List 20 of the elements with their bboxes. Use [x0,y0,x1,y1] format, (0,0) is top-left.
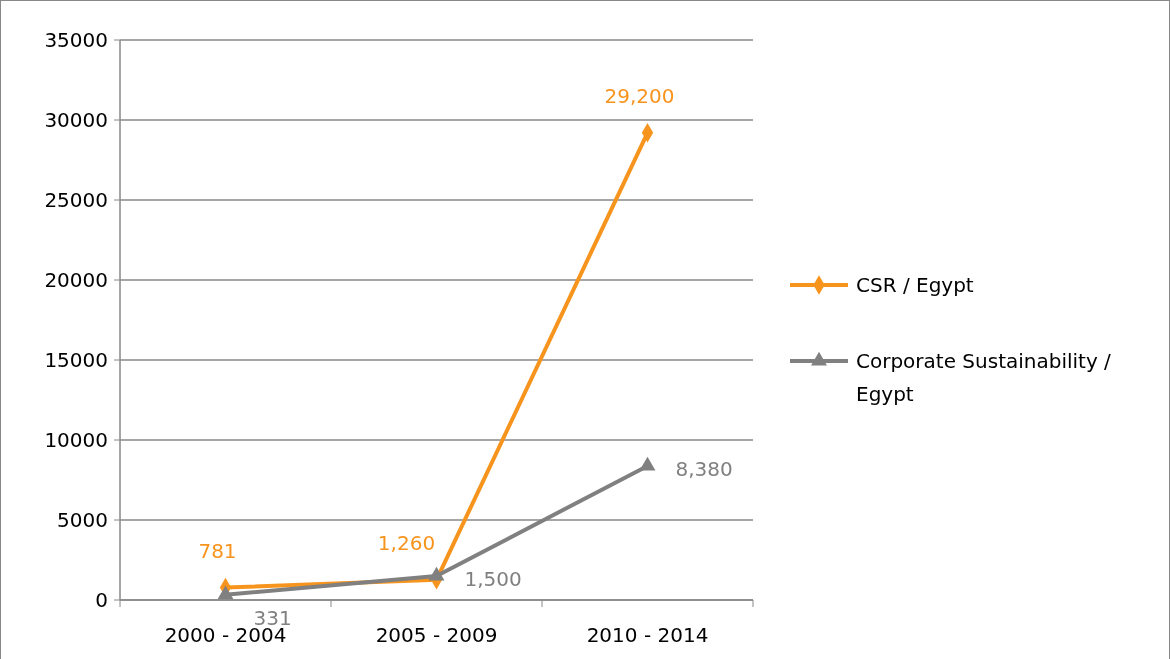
x-tick-label: 2010 - 2014 [586,623,709,647]
point [639,456,656,471]
point [428,566,445,581]
data-label: 8,380 [675,456,733,481]
y-tick-label: 10000 [44,428,108,452]
data-label: 1,260 [377,530,436,555]
data-label: 29,200 [604,83,675,108]
legend-label: CSR / Egypt [856,273,974,297]
legend-label: Corporate Sustainability / Egypt [856,349,1112,406]
data-label: 1,500 [464,567,522,591]
y-tick-label: 20000 [44,268,108,292]
y-tick-label: 15000 [44,348,108,372]
y-tick-label: 25000 [44,188,108,212]
y-tick-label: 0 [95,588,108,612]
point [217,585,234,600]
y-tick-label: 5000 [57,508,108,532]
data-label: 781 [198,538,237,563]
y-tick-label: 35000 [44,28,108,52]
y-tick-label: 30000 [44,108,108,132]
x-tick-label: 2005 - 2009 [375,623,498,647]
